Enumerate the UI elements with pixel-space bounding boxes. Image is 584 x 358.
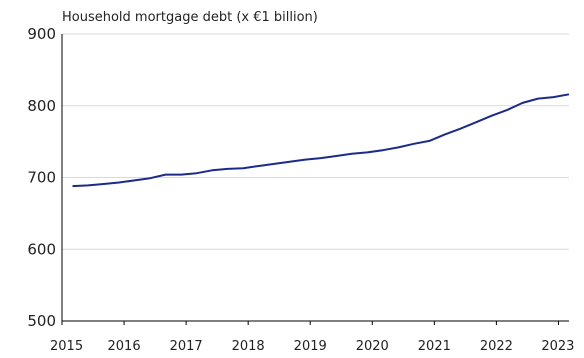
x-tick-label: 2023 xyxy=(541,339,574,354)
x-tick-label: 2018 xyxy=(232,339,265,354)
x-tick-label: 2020 xyxy=(356,339,389,354)
y-tick-label: 500 xyxy=(27,312,56,330)
series-line xyxy=(72,93,570,188)
x-tick-label: 2017 xyxy=(170,339,203,354)
y-axis-ticks: 500 600 700 800 900 xyxy=(27,25,56,330)
x-tick-label: 2022 xyxy=(480,339,513,354)
x-tick-label: 2016 xyxy=(108,339,141,354)
y-tick-label: 600 xyxy=(27,240,56,258)
y-tick-label: 800 xyxy=(27,97,56,115)
y-tick-label: 700 xyxy=(27,169,56,187)
x-tick-label: 2015 xyxy=(50,339,83,354)
x-axis-ticks: 2015 2016 2017 2018 2019 2020 2021 2022 2023 xyxy=(50,321,574,354)
x-tick-label: 2019 xyxy=(294,339,327,354)
axes xyxy=(61,34,569,322)
x-tick-label: 2021 xyxy=(418,339,451,354)
chart-title: Household mortgage debt (x €1 billion) xyxy=(62,10,318,25)
y-tick-label: 900 xyxy=(27,25,56,43)
gridlines xyxy=(62,33,569,250)
